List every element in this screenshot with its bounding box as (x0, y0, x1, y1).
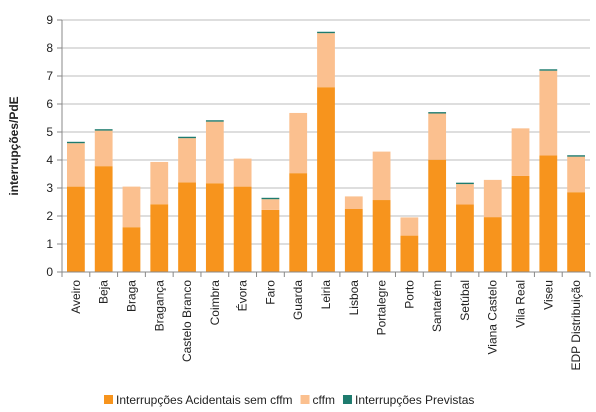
bar-segment (483, 179, 502, 218)
x-tick-label: Vila Real (514, 280, 528, 328)
bar-segment (539, 69, 558, 71)
bar-segment (428, 113, 447, 160)
bar-segment (456, 184, 474, 205)
x-tick-label: Faro (263, 280, 277, 305)
bars (67, 31, 585, 272)
bar-segment (567, 155, 585, 157)
bar-segment (539, 155, 558, 272)
bar-segment (372, 151, 391, 201)
x-tick-label: Bragança (152, 280, 166, 332)
legend-swatch (104, 395, 113, 404)
bar-segment (483, 217, 502, 272)
y-tick-label: 4 (46, 153, 53, 167)
bar-segment (400, 217, 419, 236)
bar-segment (372, 200, 391, 272)
x-tick-label: Santarém (430, 280, 444, 332)
bar-segment (94, 130, 113, 167)
bar-segment (511, 175, 530, 272)
y-tick-label: 0 (46, 265, 53, 279)
y-tick-label: 6 (46, 97, 53, 111)
bar-segment (567, 156, 585, 193)
bar-segment (67, 143, 85, 187)
bar-segment (428, 112, 447, 114)
bar-segment (456, 204, 474, 272)
bar-segment (67, 186, 85, 272)
bar-segment (205, 121, 224, 184)
legend-swatch (342, 395, 352, 404)
legend: Interrupções Acidentais sem cffm cffm Inte… (104, 393, 474, 407)
y-tick-label: 2 (46, 209, 53, 223)
bar-segment (233, 158, 252, 187)
x-tick-label: Castelo Branco (180, 280, 194, 362)
bar-segment (205, 183, 224, 272)
bar-segment (178, 136, 196, 139)
y-tick-label: 5 (46, 125, 53, 139)
x-tick-label: Coimbra (208, 280, 222, 326)
y-axis-ticks: 0 1 2 3 4 5 6 7 8 9 (46, 13, 62, 279)
bar-segment (511, 128, 530, 176)
y-tick-label: 1 (46, 237, 53, 251)
bar-segment (261, 199, 280, 210)
legend-label: Interrupções Acidentais sem cffm (116, 393, 293, 407)
x-tick-label: Portalegre (375, 280, 389, 336)
bar-segment (261, 209, 280, 272)
axes (61, 20, 591, 277)
bar-segment (428, 159, 447, 272)
bar-segment (400, 235, 419, 272)
bar-segment (150, 204, 169, 272)
bar-segment (344, 209, 363, 272)
x-tick-label: Beja (97, 280, 111, 304)
bar-segment (122, 227, 141, 272)
x-tick-label: Viana Castelo (486, 280, 500, 355)
x-tick-label: Viseu (541, 280, 555, 310)
bar-segment (94, 129, 113, 131)
bar-segment (261, 197, 280, 200)
y-tick-label: 3 (46, 181, 53, 195)
bar-segment (317, 87, 335, 272)
bar-segment (344, 196, 363, 209)
x-tick-label: Aveiro (69, 280, 83, 314)
bar-segment (94, 166, 113, 272)
y-tick-label: 7 (46, 69, 53, 83)
x-tick-label: Leiria (319, 280, 333, 310)
x-tick-label: Guarda (291, 280, 305, 320)
x-tick-label: Braga (124, 280, 138, 312)
bar-segment (567, 192, 585, 272)
bar-segment (178, 138, 196, 183)
x-tick-label: EDP Distribuição (569, 280, 583, 371)
bar-segment (67, 141, 85, 144)
bar-segment (178, 182, 196, 272)
bar-segment (205, 120, 224, 122)
x-tick-label: Lisboa (347, 280, 361, 316)
y-tick-label: 9 (46, 13, 53, 27)
bar-segment (150, 161, 169, 205)
bar-segment (233, 186, 252, 272)
bar-segment (539, 70, 558, 156)
y-tick-label: 8 (46, 41, 53, 55)
legend-label: Interrupções Previstas (355, 393, 474, 407)
y-axis-label: interrupções/PdE (7, 96, 21, 195)
legend-swatch (300, 395, 310, 404)
bar-segment (456, 182, 474, 185)
bar-segment (122, 186, 141, 228)
x-tick-label: Évora (235, 280, 250, 312)
x-axis-labels: Aveiro Beja Braga Bragança Castelo Branco Coi… (69, 280, 583, 371)
x-tick-label: Porto (402, 280, 416, 309)
bar-segment (289, 173, 308, 272)
x-tick-label: Setúbal (458, 280, 472, 321)
legend-label: cffm (313, 393, 335, 407)
bar-segment (289, 112, 308, 174)
bar-segment (317, 33, 335, 88)
bar-segment (317, 31, 335, 34)
